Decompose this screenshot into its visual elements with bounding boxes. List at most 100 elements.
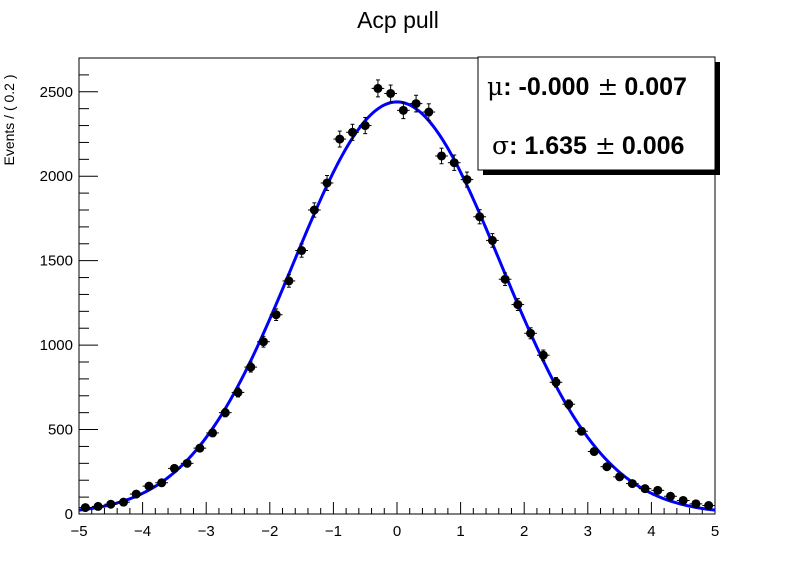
data-point xyxy=(498,272,512,287)
data-point xyxy=(269,308,283,322)
data-point xyxy=(244,361,258,373)
data-point xyxy=(600,462,614,472)
data-marker xyxy=(347,127,357,137)
data-marker xyxy=(169,463,179,473)
data-point xyxy=(587,447,601,457)
data-point xyxy=(486,233,499,248)
data-point xyxy=(422,103,436,121)
data-point xyxy=(536,349,550,361)
data-point xyxy=(524,327,537,340)
x-tick-label: 2 xyxy=(520,523,528,540)
stats-sigma-error: 0.006 xyxy=(622,132,685,160)
y-axis: 0 500 1000 1500 2000 2500 xyxy=(40,57,98,523)
data-point xyxy=(689,499,703,509)
data-marker xyxy=(195,443,205,453)
x-tick-label: 5 xyxy=(711,523,719,540)
data-marker xyxy=(513,300,523,310)
data-point xyxy=(409,94,423,113)
data-point xyxy=(295,243,308,258)
data-marker xyxy=(538,350,548,360)
data-marker xyxy=(208,428,218,438)
y-tick-label: 500 xyxy=(48,422,73,439)
data-marker xyxy=(271,310,281,320)
data-point xyxy=(447,154,461,171)
data-marker xyxy=(576,426,586,436)
data-marker xyxy=(322,178,332,188)
stats-box-frame xyxy=(477,56,716,171)
y-tick-label: 1000 xyxy=(40,337,73,354)
data-marker xyxy=(220,408,230,418)
data-marker xyxy=(526,328,536,338)
data-point xyxy=(129,489,143,499)
data-marker xyxy=(131,489,141,499)
data-marker xyxy=(653,485,663,495)
stats-sigma-symbol: σ xyxy=(492,131,509,160)
data-marker xyxy=(386,88,396,98)
data-points-layer xyxy=(79,79,715,513)
data-point xyxy=(168,463,181,473)
data-point xyxy=(346,123,359,141)
data-point xyxy=(549,377,563,388)
data-point xyxy=(460,171,474,188)
data-marker xyxy=(665,491,675,501)
data-point xyxy=(384,84,397,103)
data-marker xyxy=(233,387,243,397)
data-marker xyxy=(487,235,497,245)
stats-sigma-line: σ: 1.635 ±0.006 xyxy=(492,131,684,160)
x-tick-label: 3 xyxy=(584,523,592,540)
data-marker xyxy=(704,501,714,511)
y-axis-title: Events / ( 0.2 ) xyxy=(1,74,17,165)
x-tick-label: −2 xyxy=(261,523,278,540)
data-point xyxy=(307,202,321,218)
data-marker xyxy=(500,274,510,284)
data-marker xyxy=(551,377,561,387)
data-point xyxy=(625,479,639,489)
y-tick-label: 2000 xyxy=(40,168,73,185)
data-marker xyxy=(449,158,459,168)
data-point xyxy=(104,499,118,509)
stats-sigma-value: : 1.635 xyxy=(509,132,587,160)
data-point xyxy=(142,481,156,491)
y-tick-label: 2500 xyxy=(40,84,73,101)
data-marker xyxy=(144,481,154,491)
y-tick-label: 0 xyxy=(65,506,73,523)
data-point xyxy=(257,335,270,348)
data-point xyxy=(702,501,715,511)
data-marker xyxy=(602,462,612,472)
data-point xyxy=(79,503,92,513)
data-marker xyxy=(589,447,599,457)
data-marker xyxy=(462,175,472,185)
data-marker xyxy=(691,499,701,509)
data-marker xyxy=(627,479,637,489)
data-marker xyxy=(373,83,383,93)
data-marker xyxy=(640,484,650,494)
data-marker xyxy=(80,503,90,513)
x-tick-label: −3 xyxy=(198,523,215,540)
data-marker xyxy=(246,362,256,372)
data-point xyxy=(206,428,219,438)
data-point xyxy=(333,130,347,148)
data-point xyxy=(651,485,665,495)
data-marker xyxy=(424,107,434,117)
data-marker xyxy=(437,151,447,161)
stats-mu-value: : -0.000 xyxy=(503,73,589,101)
data-marker xyxy=(119,497,129,507)
data-marker xyxy=(297,246,307,256)
data-point xyxy=(638,484,652,494)
stats-mu-symbol: μ xyxy=(487,72,503,101)
stats-sigma-pm: ± xyxy=(595,131,616,160)
data-point xyxy=(282,274,296,288)
data-point xyxy=(511,298,525,312)
data-marker xyxy=(258,337,268,347)
data-marker xyxy=(475,212,485,222)
data-point xyxy=(117,497,130,507)
data-point xyxy=(193,443,207,453)
data-point xyxy=(575,426,588,436)
x-tick-label: −5 xyxy=(70,523,87,540)
data-point xyxy=(664,491,677,501)
data-point xyxy=(676,495,690,505)
data-point xyxy=(562,399,576,410)
stats-mu-pm: ± xyxy=(597,72,618,101)
data-point xyxy=(397,101,410,120)
